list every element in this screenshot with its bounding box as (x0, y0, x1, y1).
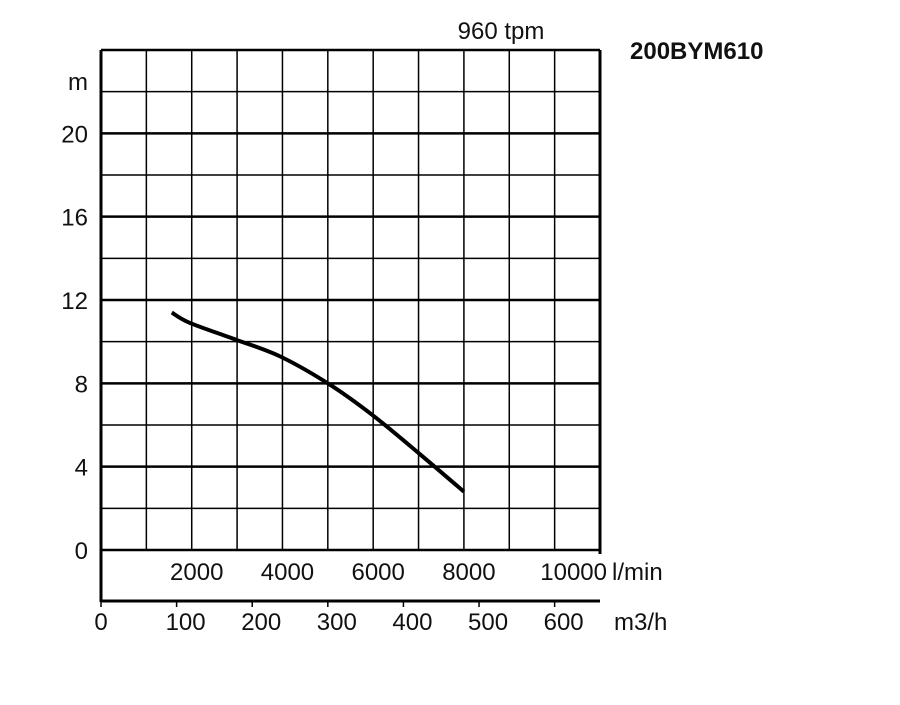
x2-tick-label: 200 (241, 609, 281, 636)
grid (99, 48, 602, 607)
chart-title: 200BYM610 (630, 38, 763, 65)
y-tick-label: 8 (75, 371, 88, 398)
x-tick-label: 10000 (540, 559, 607, 586)
pump-curve-line (170, 310, 466, 494)
y-tick-label: 16 (61, 205, 88, 232)
tick-labels: 0 4 8 12 16 20 2000 4000 6000 8000 10000 0 100 200 300… (61, 121, 607, 636)
x-tick-label: 4000 (261, 559, 314, 586)
x2-tick-label: 600 (544, 609, 584, 636)
y-tick-label: 20 (61, 121, 88, 148)
x-axis-label-lmin: l/min (612, 559, 663, 586)
x2-tick-label: 400 (392, 609, 432, 636)
x-tick-label: 2000 (170, 559, 223, 586)
x2-tick-label: 0 (94, 609, 107, 636)
y-tick-label: 0 (75, 538, 88, 565)
y-tick-label: 12 (61, 288, 88, 315)
x-tick-label: 6000 (351, 559, 404, 586)
x2-tick-label: 300 (317, 609, 357, 636)
x2-tick-label: 100 (166, 609, 206, 636)
x2-axis-label-m3h: m3/h (614, 609, 667, 636)
x-tick-label: 8000 (442, 559, 495, 586)
unit-label-m: m (68, 69, 88, 96)
y-tick-label: 4 (75, 455, 88, 482)
chart-subtitle: 960 tpm (458, 18, 545, 45)
x2-tick-label: 500 (468, 609, 508, 636)
